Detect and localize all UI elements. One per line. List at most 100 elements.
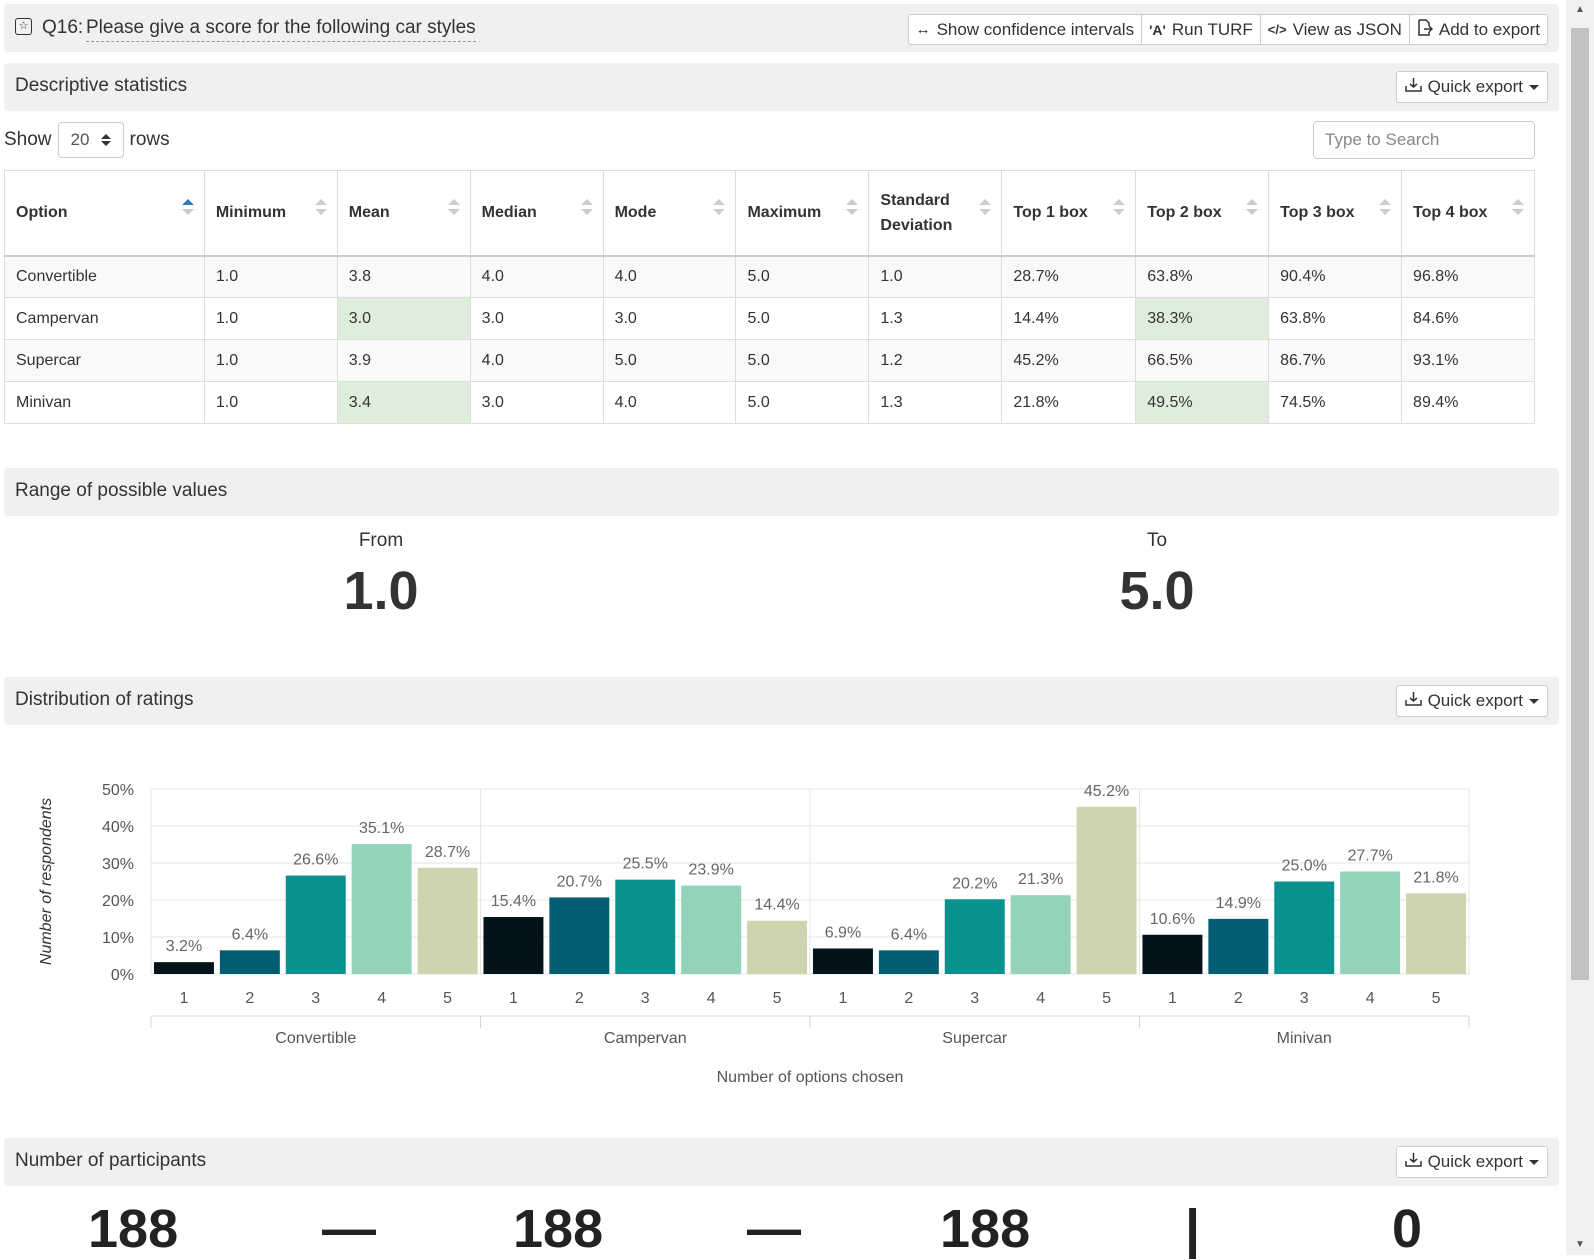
caret-down-icon: [1529, 84, 1539, 90]
column-header[interactable]: Mean: [336, 170, 471, 257]
table-cell: 1.0: [203, 255, 338, 298]
section-title: Distribution of ratings: [15, 689, 194, 710]
sort-icon[interactable]: [1113, 199, 1126, 215]
quick-export-button[interactable]: Quick export: [1395, 685, 1548, 717]
bar-data-label: 21.3%: [1018, 871, 1063, 888]
column-header[interactable]: Mode: [602, 170, 737, 257]
bar: [944, 899, 1005, 974]
page-scrollbar[interactable]: ▲ ▼: [1566, 0, 1594, 1255]
range-from-value: 1.0: [343, 561, 419, 621]
x-axis-title: Number of options chosen: [717, 1069, 904, 1086]
download-icon: [1404, 77, 1422, 97]
sort-icon[interactable]: [1246, 199, 1259, 215]
bar: [417, 867, 478, 974]
x-tick-label: 2: [245, 990, 254, 1007]
add-to-export-button[interactable]: Add to export: [1410, 15, 1547, 44]
participants-started: 188: [513, 1199, 604, 1259]
group-label: Campervan: [604, 1030, 687, 1047]
column-header[interactable]: Median: [469, 170, 604, 257]
participants-skipped: 0: [1392, 1199, 1423, 1259]
descriptive-statistics-table: Option Minimum Mean Median Mode Maximum Standa…: [4, 170, 1535, 424]
sort-icon[interactable]: [979, 199, 992, 215]
sort-icon[interactable]: [713, 199, 726, 215]
column-header[interactable]: Top 4 box: [1401, 170, 1535, 257]
sort-icon[interactable]: [846, 199, 859, 215]
x-tick-label: 3: [1300, 990, 1309, 1007]
table-cell: 3.4: [336, 381, 471, 424]
caret-down-icon: [1529, 698, 1539, 704]
bar: [1406, 893, 1467, 974]
select-arrows-icon: [100, 134, 111, 146]
x-tick-label: 4: [1366, 990, 1375, 1007]
quick-export-button[interactable]: Quick export: [1395, 71, 1548, 103]
star-icon: ☆: [15, 18, 32, 35]
x-tick-label: 3: [970, 990, 979, 1007]
table-cell: 66.5%: [1135, 339, 1270, 382]
sort-icon[interactable]: [314, 199, 327, 215]
y-tick-label: 10%: [102, 930, 134, 947]
column-header[interactable]: Top 3 box: [1268, 170, 1403, 257]
search-input[interactable]: [1313, 121, 1535, 159]
download-icon: [1404, 1152, 1422, 1172]
section-title: Number of participants: [15, 1150, 207, 1171]
x-tick-label: 3: [641, 990, 650, 1007]
scroll-down-icon[interactable]: ▼: [1575, 1239, 1585, 1250]
table-cell: Campervan: [4, 297, 205, 340]
run-turf-button[interactable]: 'A' Run TURF: [1142, 15, 1261, 44]
bar: [1208, 918, 1269, 974]
bar-data-label: 15.4%: [491, 893, 536, 910]
range-from: From 1.0: [231, 530, 531, 622]
view-as-json-button[interactable]: </> View as JSON: [1261, 15, 1410, 44]
range-header: Range of possible values: [4, 468, 1559, 516]
table-row: Convertible 1.0 3.8 4.0 4.0 5.0 1.0 28.7% 63.8% 9…: [4, 255, 1535, 298]
operator-minus: —: [747, 1199, 801, 1259]
rows-per-page: Show 20 rows: [4, 121, 170, 159]
table-header-row: Option Minimum Mean Median Mode Maximum Standa…: [4, 170, 1535, 257]
bar-data-label: 20.7%: [557, 873, 602, 890]
table-row: Minivan 1.0 3.4 3.0 4.0 5.0 1.3 21.8% 49.5% 74.5%…: [4, 381, 1535, 424]
x-tick-label: 5: [443, 990, 452, 1007]
column-header[interactable]: Minimum: [203, 170, 338, 257]
x-tick-label: 3: [311, 990, 320, 1007]
column-header[interactable]: Option: [4, 170, 205, 257]
table-cell: 4.0: [469, 339, 604, 382]
scroll-up-icon[interactable]: ▲: [1575, 4, 1585, 15]
scrollbar-thumb[interactable]: [1571, 28, 1589, 980]
table-cell: 63.8%: [1268, 297, 1403, 340]
table-cell: 28.7%: [1001, 255, 1137, 298]
show-confidence-intervals-button[interactable]: ↔ Show confidence intervals: [909, 15, 1143, 44]
column-header[interactable]: Standard Deviation: [868, 170, 1003, 257]
column-header[interactable]: Top 2 box: [1135, 170, 1270, 257]
table-cell: 5.0: [735, 297, 870, 340]
sort-icon[interactable]: [580, 199, 593, 215]
bar-data-label: 20.2%: [952, 875, 997, 892]
table-cell: 49.5%: [1135, 381, 1270, 424]
sort-icon[interactable]: [181, 199, 194, 215]
bar: [615, 879, 676, 974]
table-cell: 3.8: [336, 255, 471, 298]
distribution-header: Distribution of ratings Quick export: [4, 677, 1559, 725]
bar: [1274, 881, 1335, 974]
bar: [483, 917, 544, 974]
x-tick-label: 2: [575, 990, 584, 1007]
bar: [747, 920, 808, 974]
quick-export-button[interactable]: Quick export: [1395, 1146, 1548, 1178]
question-text[interactable]: Please give a score for the following ca…: [86, 17, 476, 42]
column-header[interactable]: Maximum: [735, 170, 870, 257]
rows-per-page-select[interactable]: 20: [57, 122, 124, 158]
table-cell: 1.2: [868, 339, 1003, 382]
x-tick-label: 4: [1036, 990, 1045, 1007]
bar: [681, 885, 742, 974]
table-cell: 5.0: [602, 339, 737, 382]
sort-icon[interactable]: [1512, 199, 1524, 215]
x-tick-label: 2: [1234, 990, 1243, 1007]
y-tick-label: 30%: [102, 856, 134, 873]
column-header[interactable]: Top 1 box: [1001, 170, 1137, 257]
bar-data-label: 28.7%: [425, 844, 470, 861]
sort-icon[interactable]: [1379, 199, 1392, 215]
bar-data-label: 14.9%: [1216, 895, 1261, 912]
table-cell: 4.0: [469, 255, 604, 298]
range-to: To 5.0: [1007, 530, 1307, 622]
table-cell: 1.0: [868, 255, 1003, 298]
sort-icon[interactable]: [447, 199, 460, 215]
